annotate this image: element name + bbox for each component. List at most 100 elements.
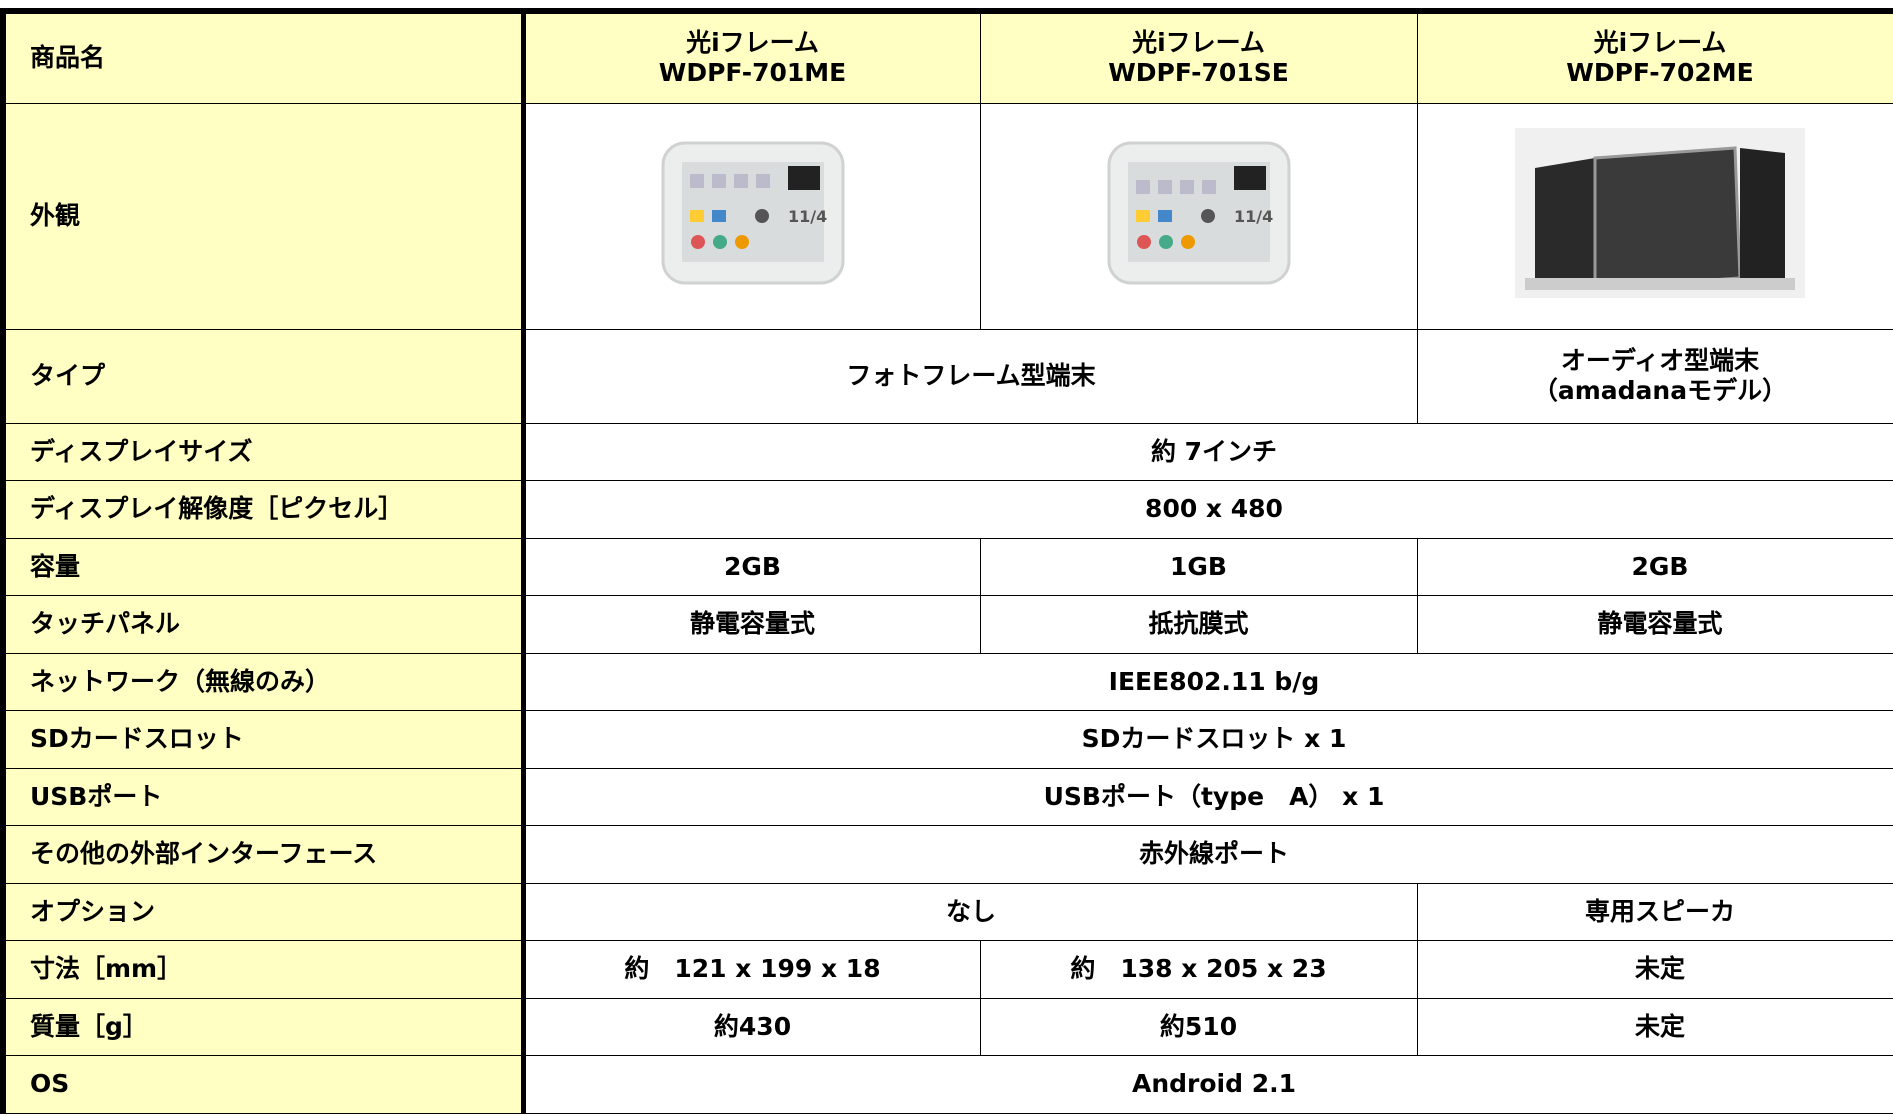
spec-value: 約430 — [522, 997, 981, 1056]
spec-value: 1GB — [979, 537, 1418, 596]
label-text: ネットワーク（無線のみ） — [30, 666, 331, 696]
value-text: 2GB — [1631, 551, 1689, 581]
value-text: 約 138 x 205 x 23 — [1070, 954, 1327, 984]
spec-row: ネットワーク（無線のみ） IEEE802.11 b/g — [2, 652, 1893, 711]
spec-value: 専用スピーカ — [1416, 882, 1893, 941]
row-label: 質量［g］ — [2, 997, 526, 1056]
spec-value: 約510 — [979, 997, 1418, 1056]
row-label: 容量 — [2, 537, 526, 596]
spec-row: タイプ フォトフレーム型端末 オーディオ型端末 （amadanaモデル） — [2, 328, 1893, 424]
value-text: 未定 — [1634, 954, 1685, 984]
photo-cell: 11/4 — [979, 102, 1418, 330]
row-label: 寸法［mm］ — [2, 940, 526, 999]
appearance-row: 外観 11/4 11/4 — [2, 102, 1893, 330]
value-text: 静電容量式 — [689, 609, 815, 639]
label-text: その他の外部インターフェース — [30, 839, 378, 869]
spec-value: 静電容量式 — [522, 595, 981, 654]
product-model: WDPF-702ME — [1566, 58, 1754, 88]
spec-value: オーディオ型端末 （amadanaモデル） — [1416, 328, 1893, 424]
value-text: IEEE802.11 b/g — [1108, 666, 1320, 696]
value-text: SDカードスロット x 1 — [1081, 724, 1347, 754]
row-label: その他の外部インターフェース — [2, 825, 526, 884]
row-label: ディスプレイ解像度［ピクセル］ — [2, 480, 526, 539]
value-text: 2GB — [724, 551, 781, 581]
product-photo: 11/4 — [661, 141, 844, 284]
row-label: オプション — [2, 882, 526, 941]
value-text: 約 7インチ — [1150, 436, 1278, 466]
label-text: タイプ — [30, 361, 106, 390]
spec-value: IEEE802.11 b/g — [522, 652, 1893, 711]
spec-value: 赤外線ポート — [522, 825, 1893, 884]
value-text: 専用スピーカ — [1584, 896, 1735, 926]
spec-row: タッチパネル 静電容量式 抵抗膜式 静電容量式 — [2, 595, 1893, 654]
spec-value: 800 x 480 — [522, 480, 1893, 539]
row-label: ディスプレイサイズ — [2, 422, 526, 481]
spec-row: 質量［g］ 約430 約510 未定 — [2, 997, 1893, 1056]
label-text: タッチパネル — [30, 609, 181, 639]
value-text: 赤外線ポート — [1138, 839, 1289, 869]
spec-value: 未定 — [1416, 997, 1893, 1056]
label-text: 質量［g］ — [30, 1011, 148, 1041]
label-text: 商品名 — [30, 43, 106, 73]
value-text: なし — [945, 896, 996, 926]
label-text: OS — [30, 1069, 70, 1099]
value-line: （amadanaモデル） — [1532, 376, 1788, 405]
product-header: 光iフレーム WDPF-701SE — [979, 10, 1418, 104]
product-name: 光iフレーム — [1593, 28, 1727, 58]
photo-cell — [1416, 102, 1893, 330]
svg-text:11/4: 11/4 — [1234, 207, 1273, 226]
label-text: 寸法［mm］ — [30, 954, 183, 984]
label-text: オプション — [30, 896, 156, 926]
spec-value: 抵抗膜式 — [979, 595, 1418, 654]
label-text: ディスプレイサイズ — [30, 436, 253, 466]
label-text: 外観 — [30, 201, 81, 230]
row-label: 外観 — [2, 102, 526, 330]
spec-value: Android 2.1 — [522, 1055, 1893, 1114]
product-model: WDPF-701ME — [658, 58, 847, 88]
label-text: USBポート — [30, 781, 163, 811]
spec-table: 商品名 光iフレーム WDPF-701ME 光iフレーム WDPF-701SE 光iフレー… — [0, 8, 1893, 1114]
spec-value: 約 7インチ — [522, 422, 1893, 481]
product-header: 光iフレーム WDPF-701ME — [522, 10, 981, 104]
product-name: 光iフレーム — [686, 28, 819, 58]
value-text: 800 x 480 — [1145, 494, 1283, 524]
svg-text:11/4: 11/4 — [788, 207, 827, 226]
spec-row: ディスプレイ解像度［ピクセル］ 800 x 480 — [2, 480, 1893, 539]
spec-row: USBポート USBポート（type A） x 1 — [2, 767, 1893, 826]
row-label: ネットワーク（無線のみ） — [2, 652, 526, 711]
label-text: 容量 — [30, 551, 81, 581]
value-text: 約510 — [1159, 1011, 1238, 1041]
spec-row: ディスプレイサイズ 約 7インチ — [2, 422, 1893, 481]
spec-value: 2GB — [1416, 537, 1893, 596]
product-name: 光iフレーム — [1132, 28, 1265, 58]
row-label: SDカードスロット — [2, 710, 526, 769]
spec-row: 容量 2GB 1GB 2GB — [2, 537, 1893, 596]
product-model: WDPF-701SE — [1108, 58, 1289, 88]
value-line: オーディオ型端末 — [1560, 346, 1760, 375]
row-label: 商品名 — [2, 10, 526, 104]
product-header: 光iフレーム WDPF-702ME — [1416, 10, 1893, 104]
product-photo — [1515, 127, 1805, 298]
spec-value: 約 121 x 199 x 18 — [522, 940, 981, 999]
value-text: USBポート（type A） x 1 — [1043, 781, 1385, 811]
photo-cell: 11/4 — [522, 102, 981, 330]
spec-value: 静電容量式 — [1416, 595, 1893, 654]
value-text: 約430 — [713, 1011, 792, 1041]
spec-row: その他の外部インターフェース 赤外線ポート — [2, 825, 1893, 884]
product-photo: 11/4 — [1107, 141, 1290, 284]
value-text: 1GB — [1170, 551, 1227, 581]
spec-row: OS Android 2.1 — [2, 1055, 1893, 1114]
value-text: 静電容量式 — [1597, 609, 1723, 639]
value-text: Android 2.1 — [1131, 1069, 1296, 1099]
header-row: 商品名 光iフレーム WDPF-701ME 光iフレーム WDPF-701SE 光iフレー… — [2, 10, 1893, 104]
value-text: フォトフレーム型端末 — [846, 361, 1096, 390]
value-text: 約 121 x 199 x 18 — [624, 954, 881, 984]
spec-value: USBポート（type A） x 1 — [522, 767, 1893, 826]
spec-row: SDカードスロット SDカードスロット x 1 — [2, 710, 1893, 769]
spec-value: 未定 — [1416, 940, 1893, 999]
row-label: OS — [2, 1055, 526, 1114]
label-text: ディスプレイ解像度［ピクセル］ — [30, 494, 404, 524]
spec-value: SDカードスロット x 1 — [522, 710, 1893, 769]
